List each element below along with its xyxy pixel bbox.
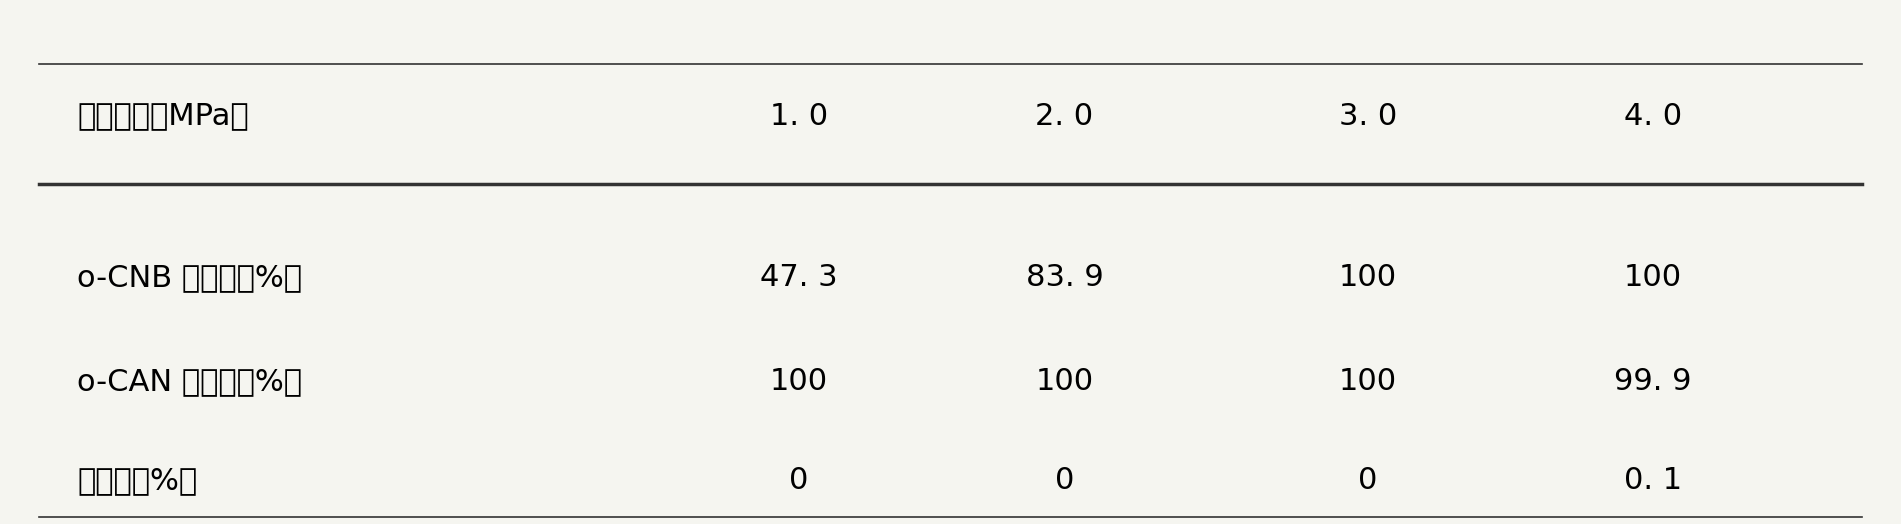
Text: 3. 0: 3. 0 <box>1338 102 1397 130</box>
Text: 100: 100 <box>770 367 827 396</box>
Text: 99. 9: 99. 9 <box>1614 367 1692 396</box>
Text: 100: 100 <box>1338 263 1397 292</box>
Text: 100: 100 <box>1623 263 1682 292</box>
Text: o-CNB 转化率（%）: o-CNB 转化率（%） <box>78 263 302 292</box>
Text: 脱氯率（%）: 脱氯率（%） <box>78 466 198 495</box>
Text: 0. 1: 0. 1 <box>1623 466 1682 495</box>
Text: 0: 0 <box>789 466 808 495</box>
Text: 反应压力（MPa）: 反应压力（MPa） <box>78 102 249 130</box>
Text: 0: 0 <box>1055 466 1074 495</box>
Text: 4. 0: 4. 0 <box>1623 102 1682 130</box>
Text: 47. 3: 47. 3 <box>760 263 838 292</box>
Text: 1. 0: 1. 0 <box>770 102 827 130</box>
Text: 0: 0 <box>1359 466 1378 495</box>
Text: 2. 0: 2. 0 <box>1036 102 1093 130</box>
Text: 100: 100 <box>1338 367 1397 396</box>
Text: o-CAN 选择性（%）: o-CAN 选择性（%） <box>78 367 302 396</box>
Text: 83. 9: 83. 9 <box>1025 263 1103 292</box>
Text: 100: 100 <box>1036 367 1093 396</box>
